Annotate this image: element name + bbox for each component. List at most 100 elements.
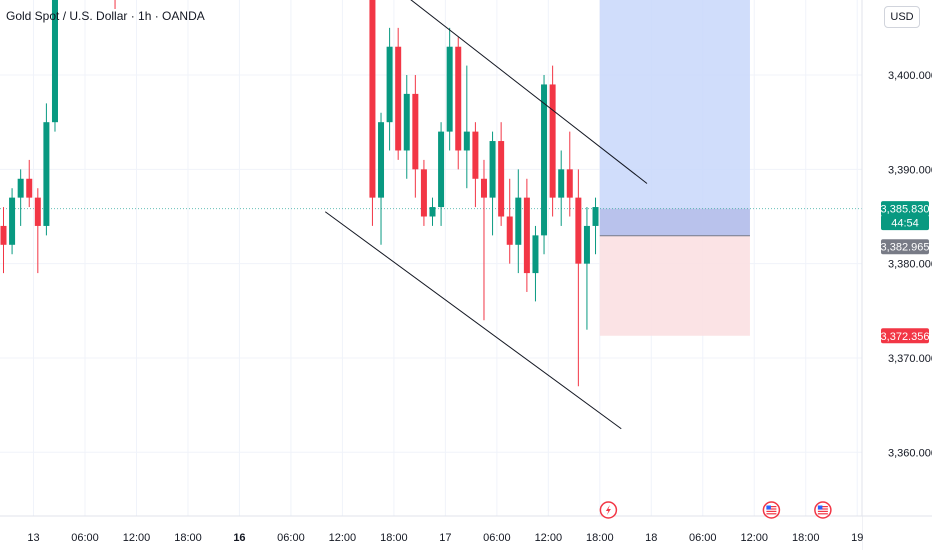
x-tick-label: 18 (645, 532, 657, 544)
x-tick-label: 12:00 (740, 532, 768, 544)
price-label-text: 44:54 (891, 218, 919, 230)
position-current-zone (599, 208, 750, 236)
candle (43, 103, 50, 236)
candle (26, 159, 33, 208)
x-tick-label: 16 (233, 532, 245, 544)
candle-body (549, 84, 556, 198)
candle (446, 27, 453, 151)
candle-body (403, 93, 410, 151)
candle-body (17, 178, 24, 198)
price-label-text: 3,385.830 (881, 204, 930, 216)
candle-body (498, 141, 505, 217)
candle-body (592, 207, 599, 226)
price-axis-label: 3,372.356 (881, 328, 930, 344)
candle (515, 169, 522, 274)
candle-body (575, 197, 582, 264)
candle-body (455, 46, 462, 151)
candle (369, 0, 376, 226)
y-tick-label: 3,390.000 (888, 164, 932, 176)
us-flag-icon (762, 501, 781, 519)
candle (0, 207, 7, 274)
candle (34, 188, 41, 274)
candle-body (532, 235, 539, 274)
y-tick-label: 3,400.000 (888, 70, 932, 82)
x-tick-label: 18:00 (174, 532, 202, 544)
price-label-bg (881, 239, 929, 255)
candle (566, 131, 573, 217)
x-tick-label: 06:00 (483, 532, 511, 544)
x-tick-label: 18:00 (380, 532, 408, 544)
price-axis-label: 3,385.830 (881, 201, 930, 217)
x-tick-label: 12:00 (123, 532, 151, 544)
candle (9, 188, 16, 255)
lightning-icon (599, 501, 618, 519)
candle-body (369, 0, 376, 198)
candle-body (395, 46, 402, 151)
y-tick-label: 3,380.000 (888, 259, 932, 271)
candle (506, 178, 513, 264)
x-tick-label: 06:00 (71, 532, 99, 544)
candle (429, 197, 436, 226)
y-tick-label: 3,370.000 (888, 353, 932, 365)
candle (420, 159, 427, 226)
x-tick-label: 17 (439, 532, 451, 544)
candle-body (558, 169, 565, 198)
x-tick-label: 13 (27, 532, 39, 544)
candle-body (463, 131, 470, 151)
candle (455, 37, 462, 170)
candle-body (489, 141, 496, 198)
upper-trendline (410, 0, 648, 184)
price-label-bg (881, 328, 929, 344)
candle (558, 150, 565, 226)
candle-body (515, 197, 522, 245)
candle (438, 122, 445, 226)
x-tick-label: 18:00 (586, 532, 614, 544)
candle (114, 0, 116, 9)
candle-body (541, 84, 548, 236)
candle-body (43, 122, 50, 226)
candle-body (583, 225, 590, 264)
candle (386, 27, 393, 151)
candle (472, 122, 479, 208)
candle-body (34, 197, 41, 226)
candles (0, 0, 599, 387)
price-label-text: 3,372.356 (881, 331, 930, 343)
candle (395, 27, 402, 160)
candle (541, 75, 548, 255)
candle-body (51, 0, 58, 123)
candle (532, 225, 539, 302)
candle (480, 159, 487, 321)
candle (412, 75, 419, 198)
x-tick-label: 12:00 (329, 532, 357, 544)
x-tick-label: 12:00 (535, 532, 563, 544)
price-label-bg (881, 215, 929, 231)
us-flag-icon (814, 501, 832, 519)
price-axis-label: 44:54 (881, 215, 929, 231)
candle-body (438, 131, 445, 208)
chart-title: Gold Spot / U.S. Dollar · 1h · OANDA (6, 9, 205, 23)
candle-body (472, 131, 479, 179)
candle-body (446, 46, 453, 132)
candle-body (420, 169, 427, 217)
candle-body (429, 207, 436, 217)
x-tick-label: 06:00 (689, 532, 717, 544)
lower-trendline (324, 211, 622, 430)
candle (523, 178, 530, 292)
x-tick-label: 19 (851, 532, 863, 544)
y-tick-label: 3,360.000 (888, 447, 932, 459)
candle-body (412, 93, 419, 170)
candle (489, 131, 496, 236)
candle-body (566, 169, 573, 198)
price-axis (862, 0, 932, 550)
candle-body (26, 178, 33, 198)
price-label-bg (881, 201, 929, 217)
candle-body (480, 178, 487, 198)
x-tick-label: 18:00 (792, 532, 820, 544)
candle-body (0, 225, 7, 245)
currency-button[interactable]: USD (884, 6, 920, 28)
position-profit-zone (599, 0, 750, 209)
candle (403, 75, 410, 179)
candle-body (506, 216, 513, 245)
